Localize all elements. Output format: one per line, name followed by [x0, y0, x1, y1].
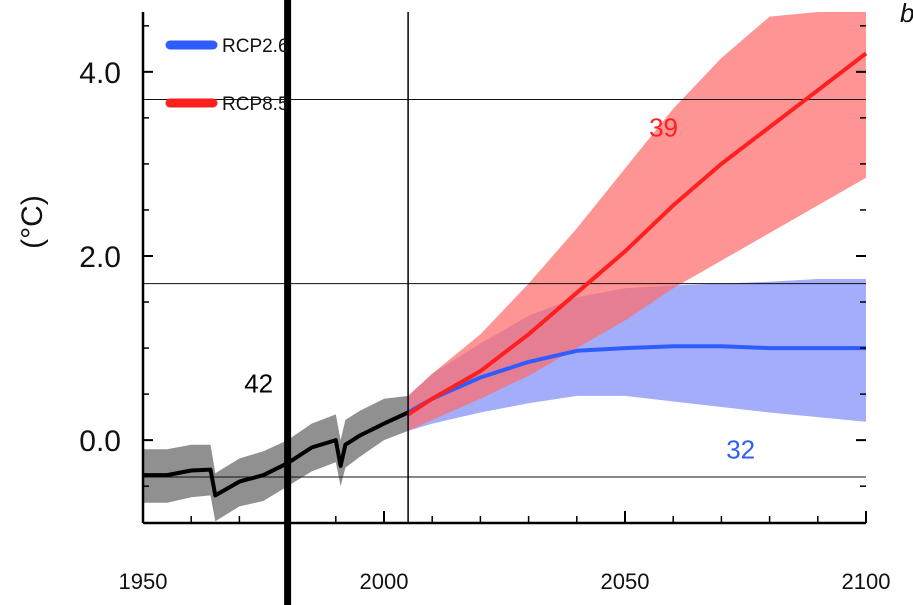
x-tick-label: 1950 — [119, 569, 168, 594]
axes — [141, 12, 866, 525]
y-tick-label: 0.0 — [79, 425, 121, 458]
legend-label-rcp2-6: RCP2.6 — [222, 36, 289, 57]
model-count-rcp2-6: 32 — [726, 435, 755, 465]
legend: RCP2.6 RCP8.5 — [165, 36, 289, 115]
model-count-rcp8-5: 39 — [649, 112, 678, 142]
axis-ticks: 1950 2000 2050 2100 0.0 2.0 4.0 — [79, 25, 891, 594]
uncertainty-bands — [143, 12, 866, 522]
y-axis-label: (°C) — [16, 195, 49, 249]
legend-label-rcp8-5: RCP8.5 — [222, 94, 289, 115]
rcp2-6-range-band — [408, 279, 866, 431]
rcp2-6-mean-line — [407, 344, 866, 415]
rcp8-5-mean-line — [407, 51, 868, 417]
x-tick-label: 2000 — [360, 569, 409, 594]
y-tick-label: 2.0 — [79, 241, 121, 274]
panel-label: b — [900, 0, 913, 28]
model-count-historical: 42 — [244, 368, 273, 398]
y-tick-label: 4.0 — [79, 57, 121, 90]
rcp8-5-range-band — [408, 12, 866, 431]
x-tick-label: 2050 — [601, 569, 650, 594]
x-tick-label: 2100 — [842, 569, 891, 594]
model-count-annotations: 42 39 32 — [244, 112, 755, 464]
historical-range-band — [143, 395, 409, 522]
vertical-markers — [284, 0, 409, 605]
